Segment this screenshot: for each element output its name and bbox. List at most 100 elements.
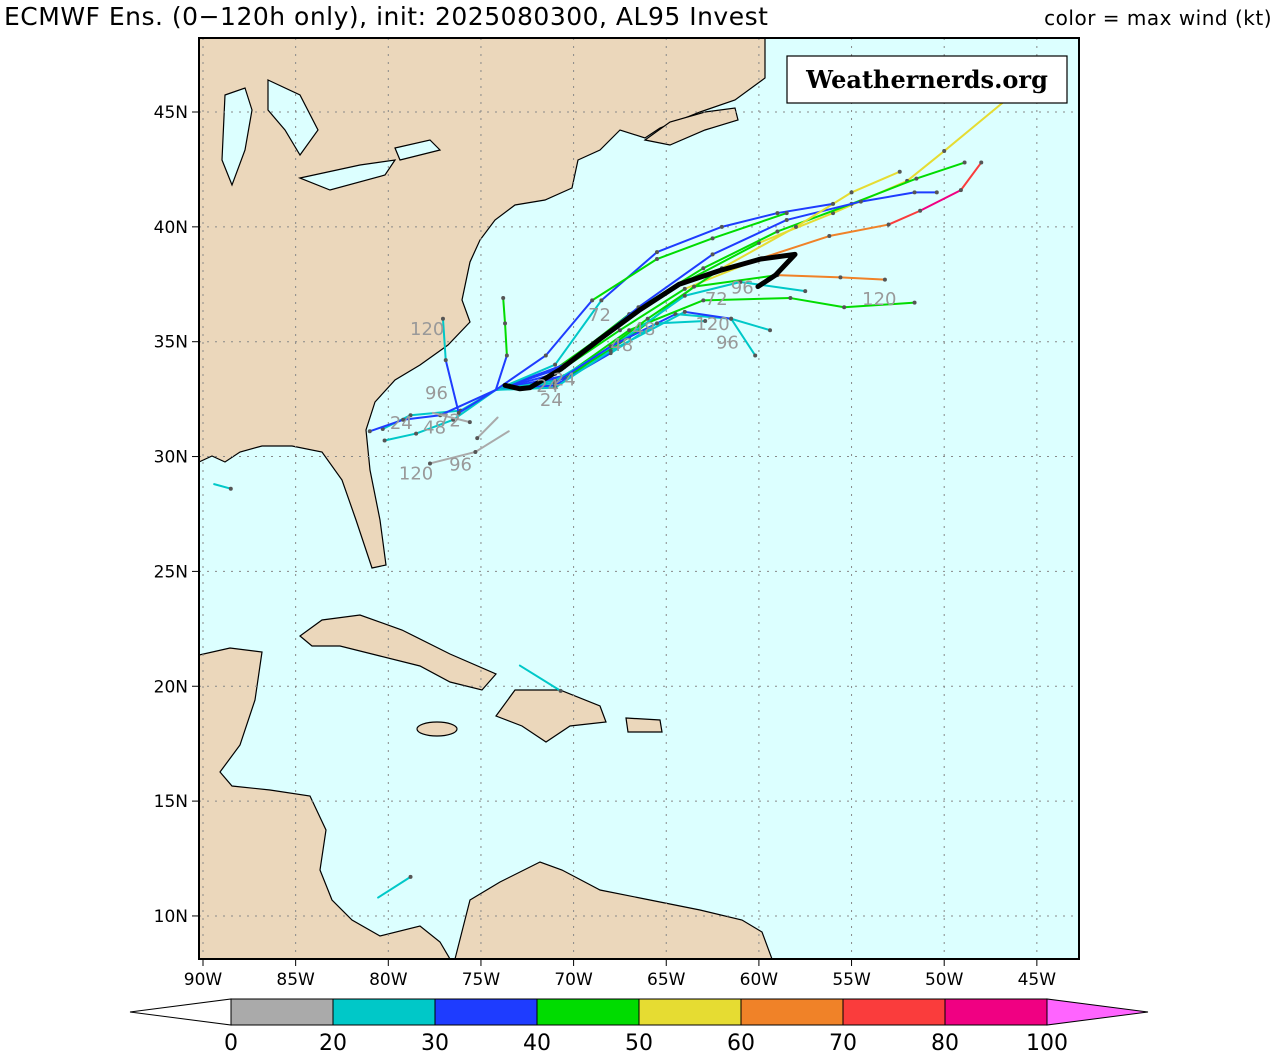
track-segment [618,287,686,332]
x-tick-label: 80W [369,970,408,990]
track-point [914,176,919,181]
colorbar-label: 30 [421,1031,449,1056]
track-point [784,211,789,216]
track-segment [739,280,807,293]
track-point [738,279,743,284]
ensemble-track [213,483,233,491]
nova-scotia [643,107,739,146]
track-point [882,277,887,282]
track-point [228,486,233,491]
track-segment [431,411,471,424]
colorbar-label: 40 [523,1031,551,1056]
track-segment [959,161,983,192]
track-point [503,321,508,326]
colorbar-box [638,998,742,1026]
x-tick-label: 50W [925,970,964,990]
track-point [849,190,854,195]
track-segment [402,414,442,421]
track-segment [213,483,232,490]
track-point [788,296,793,301]
ensemble-track [427,430,510,466]
ensemble-mean-track [502,251,798,392]
forecast-hour-label: 96 [425,383,448,404]
colorbar-box [842,998,946,1026]
forecast-hour-label: 48 [423,418,446,439]
lake-michigan [221,87,253,187]
map-frame [198,37,1080,960]
track-point [401,417,406,422]
y-tick-label: 35N [154,333,188,353]
track-segment [730,317,772,332]
track-segment [476,416,499,440]
grid-lines [199,38,1079,959]
track-point [775,211,780,216]
colorbar-box [434,998,538,1026]
track-segment [554,349,612,389]
track-segment [702,297,792,302]
x-tick-label: 55W [832,970,871,990]
colorbar-label: 20 [319,1031,347,1056]
track-segment [839,276,886,281]
forecast-hour-label: 48 [633,319,656,340]
ensemble-track [431,411,472,425]
x-tick-label: 60W [740,970,779,990]
colorbar-box [944,998,1048,1026]
track-point [803,289,808,294]
track-segment [504,322,508,357]
track-segment [919,189,962,212]
track-segment [439,388,497,417]
track-segment [828,223,890,238]
track-point [501,296,506,301]
track-point [682,286,687,291]
forecast-hour-label: 120 [410,319,444,340]
track-segment [655,237,714,261]
ensemble-track [377,874,413,899]
track-point [784,217,789,222]
track-point [842,305,847,310]
y-tick-label: 25N [154,562,188,582]
track-point [768,328,773,333]
track-point [599,298,604,303]
track-segment [474,430,510,453]
track-segment [776,274,842,279]
ensemble-track [494,296,509,391]
south-america-land [454,861,773,959]
cuba [299,614,497,691]
track-segment [591,258,658,302]
track-point [617,328,622,333]
track-point [793,224,798,229]
y-tick-label: 45N [154,103,188,123]
map-title: ECMWF Ens. (0−120h only), init: 20250803… [4,2,769,31]
track-point [456,410,461,415]
watermark: Weathernerds.org [805,65,1048,94]
track-segment [850,170,901,194]
forecast-hour-label: 24 [390,413,413,434]
colorbar-over-triangle [1046,998,1149,1026]
track-point [590,298,595,303]
track-point [467,420,472,425]
track-point [627,328,632,333]
track-segment [859,191,916,203]
x-tick-label: 45W [1018,970,1057,990]
track-point [654,250,659,255]
track-segment [368,418,405,433]
track-point [962,160,967,165]
x-tick-label: 65W [647,970,686,990]
y-tick-label: 30N [154,448,188,468]
track-point [682,309,687,314]
track-point [553,385,558,390]
track-segment [789,297,846,309]
track-segment [502,297,507,325]
track-point [838,275,843,280]
ensemble-tracks [213,98,1008,899]
track-segment [377,875,412,899]
track-point [858,199,863,204]
track-point [408,413,413,418]
lake-huron [267,79,319,157]
track-segment [850,177,918,205]
y-tick-label: 10N [154,907,188,927]
lake-erie [297,159,397,191]
track-point [427,461,432,466]
x-tick-label: 75W [462,970,501,990]
